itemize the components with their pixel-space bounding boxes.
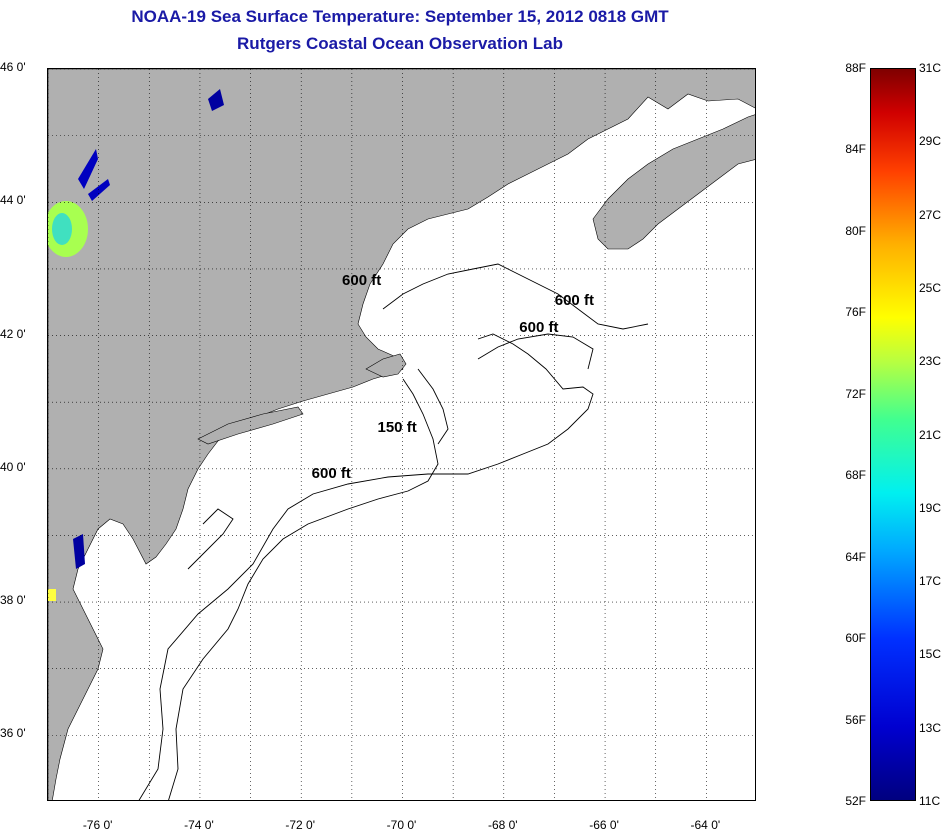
latitude-label: 44 0' [0,193,26,208]
contour-georges-bank [477,333,594,370]
latitude-label: 40 0' [0,459,26,474]
land-northeast-us [48,69,755,800]
contour-label: 600 ft [519,318,559,336]
contour-label: 150 ft [377,418,417,436]
colorbar-f-label: 56F [845,712,866,727]
bathymetry-contours [138,263,649,800]
colorbar-f-label: 72F [845,386,866,401]
colorbar-f-label: 60F [845,631,866,646]
land-nova-scotia [592,114,755,250]
land-cape-cod [365,353,407,378]
longitude-label: -74 0' [184,818,214,832]
colorbar-c-label: 21C [919,427,942,442]
colorbar-c-label: 29C [919,134,942,149]
contour-mid-atlantic-inner [187,508,234,570]
latitude-label: 46 0' [0,60,26,74]
colorbar-c-label: 27C [919,207,942,222]
latitude-label: 36 0' [0,726,26,741]
colorbar-f-label: 88F [845,61,866,75]
map-subtitle: Rutgers Coastal Ocean Observation Lab [237,34,563,53]
colorbar-f-label: 84F [845,142,866,157]
contour-label: 600 ft [554,292,594,310]
colorbar-f-label: 76F [845,305,866,320]
colorbar-f-label: 52F [845,794,866,808]
contour-nantucket [417,368,449,445]
colorbar-f-label: 64F [845,549,866,564]
contour-gulf-of-maine [382,263,649,330]
longitude-label: -68 0' [487,818,518,832]
colorbar-c-label: 31C [919,61,942,75]
longitude-label: -66 0' [589,818,619,832]
contour-label: 600 ft [342,272,382,290]
map-title: NOAA-19 Sea Surface Temperature: Septemb… [131,7,669,26]
longitude-label: -70 0' [386,818,417,832]
contour-label: 600 ft [311,465,351,483]
colorbar-c-label: 25C [919,280,942,295]
colorbar-f-label: 80F [845,223,866,238]
latitude-label: 42 0' [0,326,26,341]
colorbar-f-label: 68F [845,468,866,483]
temperature-colorbar [870,68,916,801]
colorbar-c-label: 11C [919,794,941,808]
sst-map [47,68,756,801]
colorbar-c-label: 13C [919,720,942,735]
contour-600ft-shelf-edge [138,333,594,800]
longitude-label: -64 0' [690,818,721,832]
lake-temperature-patches [48,89,224,601]
map-canvas [48,69,755,800]
colorbar-c-label: 23C [919,354,942,369]
longitude-label: -72 0' [285,818,316,832]
colorbar-c-label: 19C [919,500,942,515]
colorbar-c-label: 15C [919,647,942,662]
longitude-label: -76 0' [82,818,113,832]
contour-150ft [168,378,439,800]
land-layer [48,69,755,800]
colorbar-c-label: 17C [919,574,942,589]
latitude-label: 38 0' [0,593,26,608]
